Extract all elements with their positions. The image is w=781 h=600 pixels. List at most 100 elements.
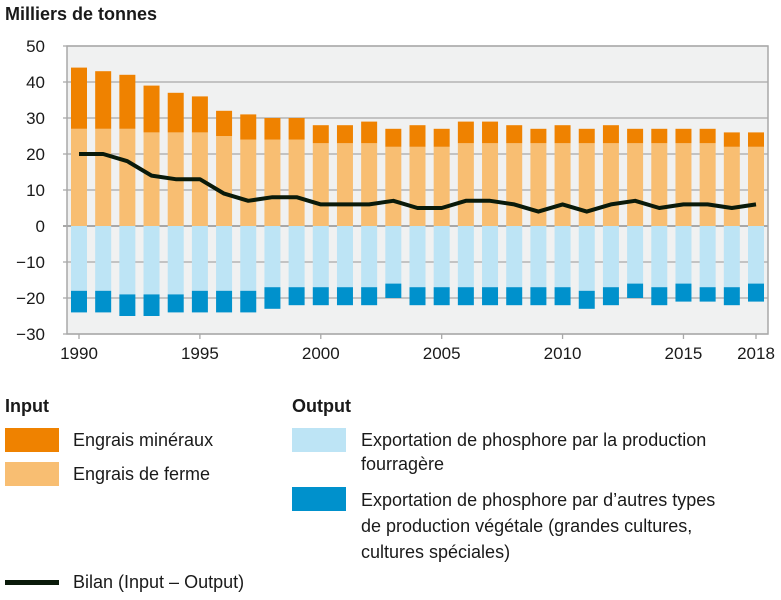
bar-1993 [143, 226, 160, 295]
bar-2014 [651, 226, 668, 288]
bar-1991 [95, 128, 112, 226]
bar-2018 [748, 146, 764, 226]
bar-1997 [240, 114, 257, 140]
bar-1992 [119, 294, 136, 316]
bar-2007 [482, 121, 499, 144]
bar-1995 [191, 96, 208, 133]
bar-1996 [216, 290, 233, 313]
y-tick-label: −30 [16, 325, 45, 344]
bar-2004 [409, 125, 426, 147]
bar-1998 [264, 226, 281, 288]
bar-1996 [216, 110, 233, 136]
legend-input-title: Input [5, 396, 49, 416]
y-tick-label: 20 [26, 145, 45, 164]
legend-label-farm: Engrais de ferme [73, 464, 211, 484]
bar-2001 [336, 143, 353, 226]
bar-2001 [336, 226, 353, 288]
bar-1997 [240, 139, 257, 226]
bar-2016 [699, 143, 716, 226]
bar-2004 [409, 146, 426, 226]
legend-label-mineral: Engrais minéraux [73, 430, 214, 450]
bar-2016 [699, 287, 716, 302]
bar-2006 [457, 287, 474, 306]
chart-title: Milliers de tonnes [5, 4, 158, 24]
bar-2012 [602, 226, 619, 288]
bar-1996 [216, 226, 233, 291]
bar-1990 [71, 226, 87, 291]
bar-2006 [457, 121, 474, 144]
bar-2011 [578, 290, 595, 309]
bar-2009 [530, 226, 547, 288]
bar-2000 [312, 143, 329, 226]
bar-2010 [554, 226, 571, 288]
y-tick-label: −20 [16, 289, 45, 308]
bar-1997 [240, 226, 257, 291]
bar-1994 [167, 226, 184, 295]
bar-2005 [433, 146, 450, 226]
bar-2016 [699, 128, 716, 144]
bar-2011 [578, 143, 595, 226]
y-tick-label: 40 [26, 73, 45, 92]
x-tick-label: 1990 [60, 344, 98, 363]
bar-1991 [95, 226, 112, 291]
bar-2005 [433, 128, 450, 147]
bar-1999 [288, 287, 305, 306]
bar-2002 [361, 143, 378, 226]
bar-2008 [506, 226, 523, 288]
bar-2012 [602, 287, 619, 306]
bar-1991 [95, 71, 112, 129]
bar-2007 [482, 143, 499, 226]
bar-1999 [288, 118, 305, 140]
bar-1990 [71, 290, 87, 313]
bar-2003 [385, 146, 402, 226]
bar-2014 [651, 143, 668, 226]
bar-2013 [627, 226, 644, 284]
bar-2000 [312, 226, 329, 288]
bar-2008 [506, 287, 523, 306]
bar-2013 [627, 283, 644, 298]
legend-swatch-other [292, 487, 346, 511]
bar-2000 [312, 287, 329, 306]
y-tick-label: 30 [26, 109, 45, 128]
bar-2004 [409, 287, 426, 306]
bar-2001 [336, 125, 353, 144]
bar-2007 [482, 287, 499, 306]
bar-2008 [506, 125, 523, 144]
bar-2017 [723, 146, 740, 226]
legend-swatch-mineral [5, 428, 59, 452]
bar-2010 [554, 287, 571, 306]
bar-2003 [385, 283, 402, 298]
bar-2013 [627, 128, 644, 144]
bar-1994 [167, 92, 184, 133]
bar-2002 [361, 287, 378, 306]
bar-2000 [312, 125, 329, 144]
bar-2008 [506, 143, 523, 226]
x-tick-label: 2010 [544, 344, 582, 363]
bar-2005 [433, 226, 450, 288]
x-tick-label: 1995 [181, 344, 219, 363]
y-tick-label: −10 [16, 253, 45, 272]
bar-2013 [627, 143, 644, 226]
bar-2002 [361, 226, 378, 288]
bar-1992 [119, 128, 136, 226]
bar-2009 [530, 128, 547, 144]
bar-1994 [167, 294, 184, 313]
bar-1993 [143, 132, 160, 226]
bar-2014 [651, 128, 668, 144]
bar-2004 [409, 226, 426, 288]
bar-1999 [288, 226, 305, 288]
legend-swatch-fodder [292, 428, 346, 452]
bar-1998 [264, 139, 281, 226]
bar-2017 [723, 132, 740, 147]
x-tick-label: 2018 [737, 344, 775, 363]
y-tick-label: 10 [26, 181, 45, 200]
bar-2005 [433, 287, 450, 306]
bar-2015 [675, 283, 692, 302]
bar-2014 [651, 287, 668, 306]
bar-2018 [748, 283, 764, 302]
bar-2012 [602, 125, 619, 144]
legend-label-fodder: Exportation de phosphore par la producti… [361, 430, 707, 474]
bar-2017 [723, 226, 740, 288]
bar-2017 [723, 287, 740, 306]
bar-2016 [699, 226, 716, 288]
